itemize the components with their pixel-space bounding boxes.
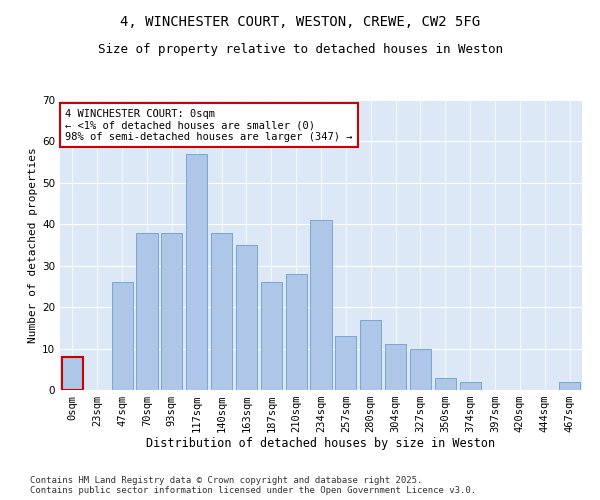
Bar bbox=[360, 320, 381, 390]
Text: Size of property relative to detached houses in Weston: Size of property relative to detached ho… bbox=[97, 42, 503, 56]
Bar bbox=[161, 232, 182, 390]
Text: 4, WINCHESTER COURT, WESTON, CREWE, CW2 5FG: 4, WINCHESTER COURT, WESTON, CREWE, CW2 … bbox=[120, 15, 480, 29]
Y-axis label: Number of detached properties: Number of detached properties bbox=[28, 147, 38, 343]
Bar bbox=[62, 357, 83, 390]
Bar bbox=[310, 220, 332, 390]
Text: Contains HM Land Registry data © Crown copyright and database right 2025.
Contai: Contains HM Land Registry data © Crown c… bbox=[30, 476, 476, 495]
Bar bbox=[435, 378, 456, 390]
X-axis label: Distribution of detached houses by size in Weston: Distribution of detached houses by size … bbox=[146, 436, 496, 450]
Bar bbox=[186, 154, 207, 390]
Text: 4 WINCHESTER COURT: 0sqm
← <1% of detached houses are smaller (0)
98% of semi-de: 4 WINCHESTER COURT: 0sqm ← <1% of detach… bbox=[65, 108, 353, 142]
Bar bbox=[286, 274, 307, 390]
Bar bbox=[236, 245, 257, 390]
Bar bbox=[136, 232, 158, 390]
Bar bbox=[261, 282, 282, 390]
Bar bbox=[211, 232, 232, 390]
Bar bbox=[335, 336, 356, 390]
Bar bbox=[410, 348, 431, 390]
Bar bbox=[559, 382, 580, 390]
Bar bbox=[112, 282, 133, 390]
Bar bbox=[460, 382, 481, 390]
Bar bbox=[385, 344, 406, 390]
